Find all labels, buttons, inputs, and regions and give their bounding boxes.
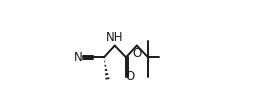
Text: NH: NH: [106, 31, 123, 44]
Text: O: O: [125, 70, 134, 83]
Text: N: N: [74, 51, 83, 64]
Text: O: O: [132, 47, 141, 60]
